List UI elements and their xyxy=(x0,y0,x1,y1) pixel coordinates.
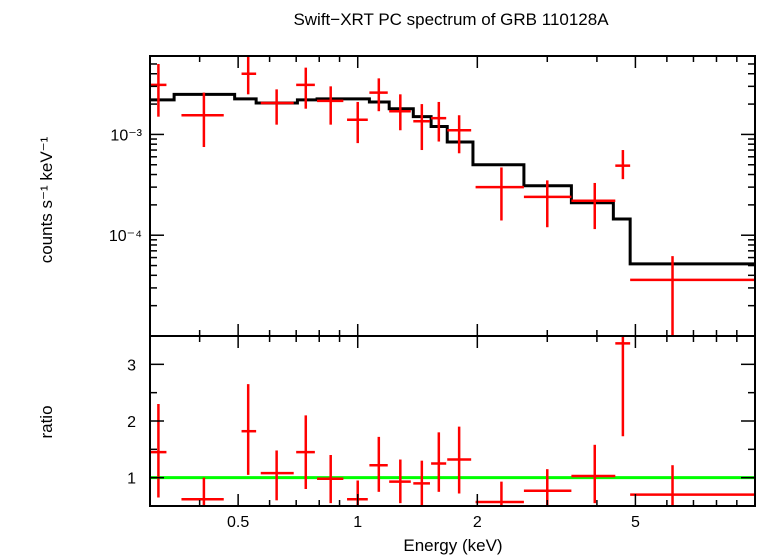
model-step-line xyxy=(150,92,755,266)
ratio-point xyxy=(447,426,472,494)
data-point xyxy=(296,67,315,109)
ratio-point xyxy=(630,465,755,506)
x-tick-label: 0.5 xyxy=(227,514,249,531)
data-point xyxy=(447,115,472,154)
x-tick-label: 2 xyxy=(473,514,482,531)
bottom-y-axis-label: ratio xyxy=(37,405,56,438)
ratio-point xyxy=(150,404,167,498)
ratio-point xyxy=(296,415,315,489)
ratio-point xyxy=(260,450,294,501)
data-point xyxy=(369,78,388,112)
chart-title: Swift−XRT PC spectrum of GRB 110128A xyxy=(293,10,609,29)
ratio-point xyxy=(317,455,344,504)
x-tick-labels: 0.5 1 2 5 xyxy=(227,514,640,531)
top-y-tick-label: 10⁻⁴ xyxy=(109,228,142,245)
ratio-point xyxy=(389,459,411,504)
bottom-panel-plot-area: 1 2 3 xyxy=(127,335,756,507)
bottom-y-tick-label: 2 xyxy=(127,414,136,431)
data-point xyxy=(181,92,224,148)
x-tick-label: 1 xyxy=(353,514,362,531)
bottom-panel-frame xyxy=(149,335,756,507)
data-point xyxy=(150,63,167,117)
ratio-point xyxy=(413,460,430,506)
top-y-tick-label: 10⁻³ xyxy=(110,127,142,144)
ratio-point xyxy=(615,336,631,437)
data-point xyxy=(260,89,294,125)
data-point xyxy=(317,86,344,125)
ratio-point xyxy=(369,436,388,492)
data-point xyxy=(347,101,368,144)
data-point xyxy=(431,101,447,142)
x-tick-label: 5 xyxy=(631,514,640,531)
top-y-axis-label: counts s⁻¹ keV⁻¹ xyxy=(37,136,56,263)
ratio-point xyxy=(181,477,224,506)
data-point xyxy=(630,256,755,336)
data-point xyxy=(389,94,411,131)
ratio-point xyxy=(571,444,616,504)
ratio-point xyxy=(523,469,572,506)
data-point xyxy=(241,56,257,95)
data-point xyxy=(571,182,616,230)
data-point xyxy=(475,167,524,221)
ratio-point xyxy=(431,432,447,492)
ratio-point xyxy=(241,384,257,475)
bottom-y-tick-label: 1 xyxy=(127,471,136,488)
ratio-point xyxy=(475,481,524,506)
bottom-y-tick-label: 3 xyxy=(127,357,136,374)
top-panel-plot-area: 10⁻³ 10⁻⁴ xyxy=(109,55,756,337)
data-point xyxy=(413,104,430,151)
data-point xyxy=(615,150,631,180)
x-axis-label: Energy (keV) xyxy=(403,536,502,555)
data-point xyxy=(523,180,572,228)
